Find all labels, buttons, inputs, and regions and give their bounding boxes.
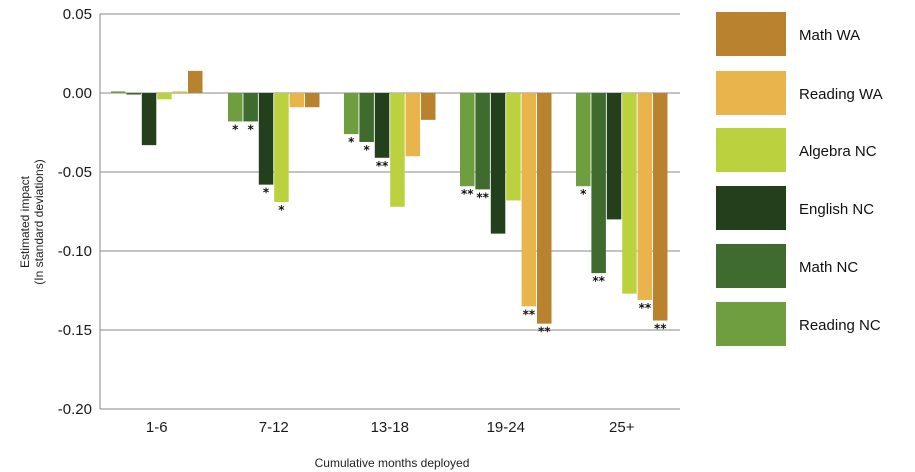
x-tick-label: 13-18 [371,419,409,436]
x-tick-label: 1-6 [146,419,168,436]
bar [305,93,320,108]
legend-label: Algebra NC [799,143,877,160]
y-tick-label: -0.15 [58,322,92,339]
y-axis-label-line2: (In standard deviations) [32,159,46,284]
x-tick-label: 25+ [609,419,635,436]
bar [421,93,436,120]
legend-label: Reading WA [799,86,883,103]
bar [188,70,203,93]
y-tick-label: -0.10 [58,243,92,260]
x-axis-label: Cumulative months deployed [315,456,470,470]
bar [405,93,421,157]
significance-star: ** [376,159,389,173]
significance-star: ** [654,322,667,336]
bar [141,93,157,146]
x-tick-label: 7-12 [259,419,289,436]
legend-swatch [716,128,786,172]
bar [374,93,390,158]
bar [390,93,405,207]
bar [653,93,668,321]
x-axis-ticks: 1-6 7-12 13-18 19-24 25+ [146,419,635,436]
bars [111,70,668,324]
significance-star: * [278,203,285,217]
significance-markers: * ********* ************* [232,122,667,338]
bar [172,91,188,93]
significance-star: * [348,135,355,149]
bar [576,93,591,187]
bar [258,93,274,185]
legend-swatch [716,12,786,56]
bar [475,93,490,190]
bar [359,93,374,142]
x-tick-label: 19-24 [487,419,525,436]
bar [506,93,521,201]
bar [344,93,359,135]
bar [591,93,606,274]
legend-swatch [716,186,786,230]
bar [537,93,552,324]
bar [157,93,172,100]
significance-star: ** [476,190,489,204]
significance-star: ** [538,325,551,339]
legend-swatch [716,244,786,288]
bar [490,93,506,234]
significance-star: ** [639,301,652,315]
bar [126,93,141,95]
y-tick-label: 0.00 [63,85,92,102]
y-axis-label-line1: Estimated impact [18,175,32,268]
bar [622,93,637,294]
y-axis-ticks: 0.05 0.00 -0.05 -0.10 -0.15 -0.20 [58,6,92,418]
significance-star: ** [461,187,474,201]
bar [228,93,243,122]
bar [243,93,258,122]
legend-swatch [716,302,786,346]
significance-star: * [580,187,587,201]
significance-star: * [248,122,255,136]
bar [111,91,126,93]
y-tick-label: 0.05 [63,6,92,23]
y-tick-label: -0.20 [58,401,92,418]
bar [289,93,305,108]
significance-star: * [364,143,371,157]
bar [606,93,622,220]
legend-label: Math WA [799,27,860,44]
y-tick-label: -0.05 [58,164,92,181]
bar [521,93,537,307]
significance-star: * [232,122,239,136]
significance-star: ** [592,274,605,288]
significance-star: * [263,186,270,200]
significance-star: ** [523,307,536,321]
legend-label: Math NC [799,259,858,276]
legend-swatch [716,71,786,115]
legend-label: Reading NC [799,317,881,334]
bar [637,93,653,300]
bar [460,93,475,187]
legend-label: English NC [799,201,874,218]
legend: Math WA Reading WA Algebra NC English NC Mat… [716,12,883,346]
bar [274,93,289,203]
